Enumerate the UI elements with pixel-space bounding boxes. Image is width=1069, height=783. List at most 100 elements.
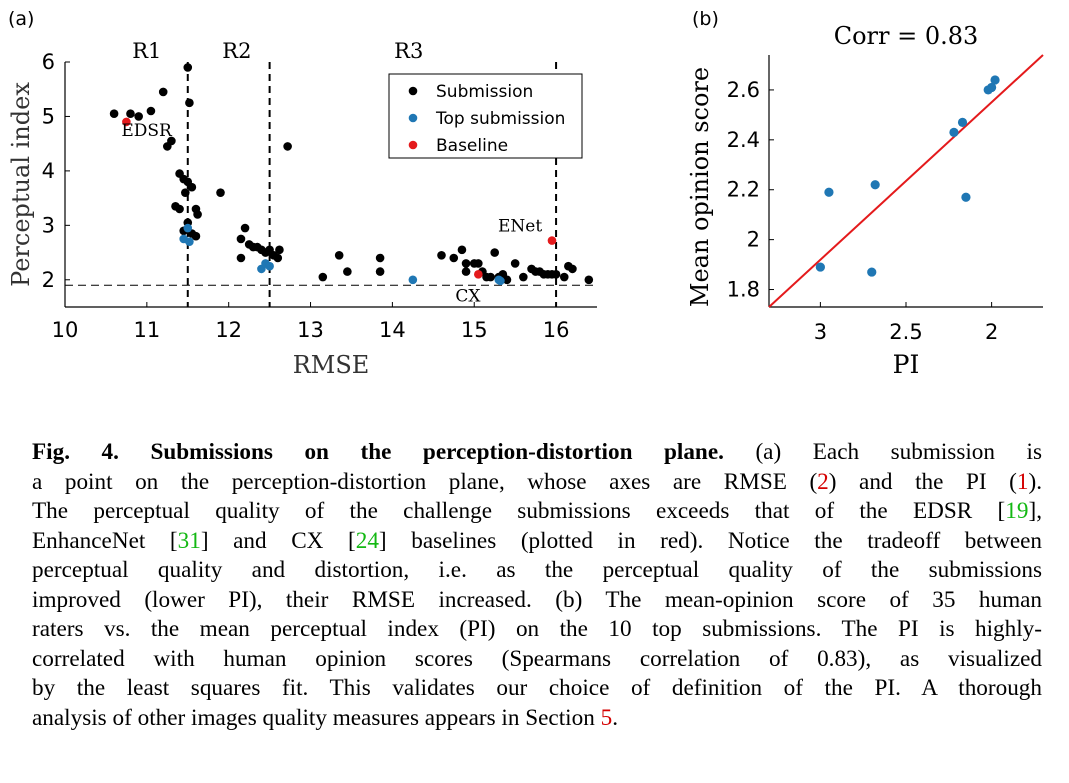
chart-b-y-tick-label: 2.2 [727,178,760,202]
chart-a-submission-point [318,272,328,282]
caption-line: EnhanceNet [31] and CX [24] baselines (p… [32,527,1042,557]
chart-b-point [961,192,971,202]
chart-a-legend-entry: Top submission [435,109,565,129]
chart-a-x-label: RMSE [293,351,370,379]
caption-text: Fig. 4. Submissions on the perception-di… [32,439,724,465]
chart-a-submission-point [551,270,561,279]
chart-b-y-tick-label: 2 [747,228,760,252]
caption-text: ], [1028,498,1042,524]
chart-a-submission-point [236,234,246,244]
chart-a-x-tick-label: 13 [297,318,324,342]
chart-a-baseline-point [122,117,131,127]
chart-a-legend-marker [408,86,418,96]
figure: 10 11 12 13 14 15 16 2 3 4 5 6 RMSE Perceptual index R… [7,22,1044,379]
chart-a-annotation: CX [455,286,481,306]
chart-a-legend: Submission Top submission Baseline [388,73,583,159]
chart-b-y-tick-label: 2.4 [727,128,760,152]
chart-a-x-tick-label: 11 [133,318,160,342]
caption-text: EnhanceNet [ [32,527,178,554]
caption-text: ] and CX [ [200,527,356,554]
chart-a-submission-point [126,109,135,119]
chart-a-y-tick-label: 3 [42,213,55,237]
chart-a-submission-point [375,267,385,276]
caption-reference[interactable]: 5 [600,704,613,731]
chart-b-y-label: Mean opinion score [686,67,714,307]
chart-a-submission-point [167,136,176,146]
chart-a-submission-point [334,250,344,260]
caption-text: improved (lower PI), their RMSE increase… [32,586,1042,613]
chart-a-legend-marker [408,140,418,150]
chart-a-submission-point [482,272,491,282]
caption-text: raters vs. the mean perceptual index (PI… [32,616,1042,642]
chart-a-submission-point [568,264,577,274]
chart-a-x-tick-label: 10 [52,318,79,342]
chart-b-point [867,267,877,277]
chart-a-legend-entry: Submission [436,82,533,102]
chart-a-legend-box [388,73,583,159]
chart-a-submission-point [275,245,284,255]
chart-a-region-label: R1 [132,39,161,63]
chart-a-submission-point [502,275,512,285]
chart-a-submission-point [191,231,201,241]
chart-a-submission-point [461,267,471,276]
chart-a-annotation: EDSR [121,121,173,141]
chart-a-top-submission-point [183,223,193,233]
chart-b-x-tick-label: 2 [985,320,998,344]
chart-a-x-tick-label: 16 [543,318,570,342]
chart-a-submission-point [510,259,520,268]
caption-text: ). [1028,468,1042,495]
chart-a-submission-point [181,188,190,197]
panel-b-label: (b) [692,8,719,30]
chart-a-submission-point [273,253,283,263]
chart-a-submission-point [375,253,385,263]
chart-a-submission-point [109,109,119,119]
chart-b-x-tick-label: 2.5 [889,320,922,344]
panel-a-label: (a) [8,8,35,30]
chart-a-baseline-point [547,236,557,245]
caption-text: correlated with human opinion scores (Sp… [32,645,1042,672]
caption-reference[interactable]: 1 [1016,468,1029,495]
caption-reference[interactable]: 2 [817,468,829,495]
caption-text: analysis of other images quality measure… [32,704,601,731]
chart-a-submission-point [193,210,202,219]
chart-a-submission-point [158,87,168,97]
chart-a-submission-point [559,272,569,282]
caption-text: by the least squares fit. This validates… [32,675,1042,701]
caption-reference[interactable]: 19 [1005,498,1029,524]
caption-line: perceptual quality and distortion, i.e. … [32,556,1042,586]
chart-a-y-tick-label: 5 [42,104,55,128]
caption-line: Fig. 4. Submissions on the perception-di… [32,438,1042,468]
caption-line: raters vs. the mean perceptual index (PI… [32,615,1042,645]
chart-b-point [990,75,1000,85]
caption-reference[interactable]: 31 [177,527,201,554]
chart-a-top-submission-point [265,261,274,271]
chart-b-point [824,187,834,197]
chart-b: 3 2.5 2 1.8 2 2.2 2.4 2.6 Corr = 0.83 PI Mean opin… [686,22,1044,379]
caption-line: The perceptual quality of the challenge … [32,497,1042,527]
chart-a-submission-point [240,223,250,233]
figure-caption: Fig. 4. Submissions on the perception-di… [32,438,1042,733]
chart-a-submission-point [283,142,292,151]
chart-a-top-submission-point [496,276,505,286]
chart-a-submission-point [461,259,471,268]
caption-line: correlated with human opinion scores (Sp… [32,645,1042,675]
chart-a: 10 11 12 13 14 15 16 2 3 4 5 6 RMSE Perceptual index R… [7,39,597,379]
chart-b-x-tick-label: 3 [814,320,827,344]
chart-a-submission-point [187,182,197,192]
caption-text: . [612,704,618,731]
chart-a-x-tick-label: 14 [379,318,406,342]
chart-a-submission-point [183,63,193,72]
chart-a-x-tick-label: 15 [461,318,488,342]
chart-b-y-tick-label: 2.6 [727,78,760,102]
chart-a-region-label: R3 [394,39,423,63]
chart-b-x-label: PI [893,350,920,379]
caption-line: by the least squares fit. This validates… [32,674,1042,704]
chart-a-y-tick-label: 2 [42,268,55,292]
caption-line: a point on the perception-distortion pla… [32,468,1042,498]
caption-reference[interactable]: 24 [355,527,379,554]
chart-a-submission-point [449,253,459,263]
chart-a-submission-point [134,112,143,121]
caption-text: ] baselines (plotted in red). Notice the… [378,527,1043,554]
chart-a-submission-point [343,267,352,276]
chart-b-y-tick-label: 1.8 [727,278,760,302]
